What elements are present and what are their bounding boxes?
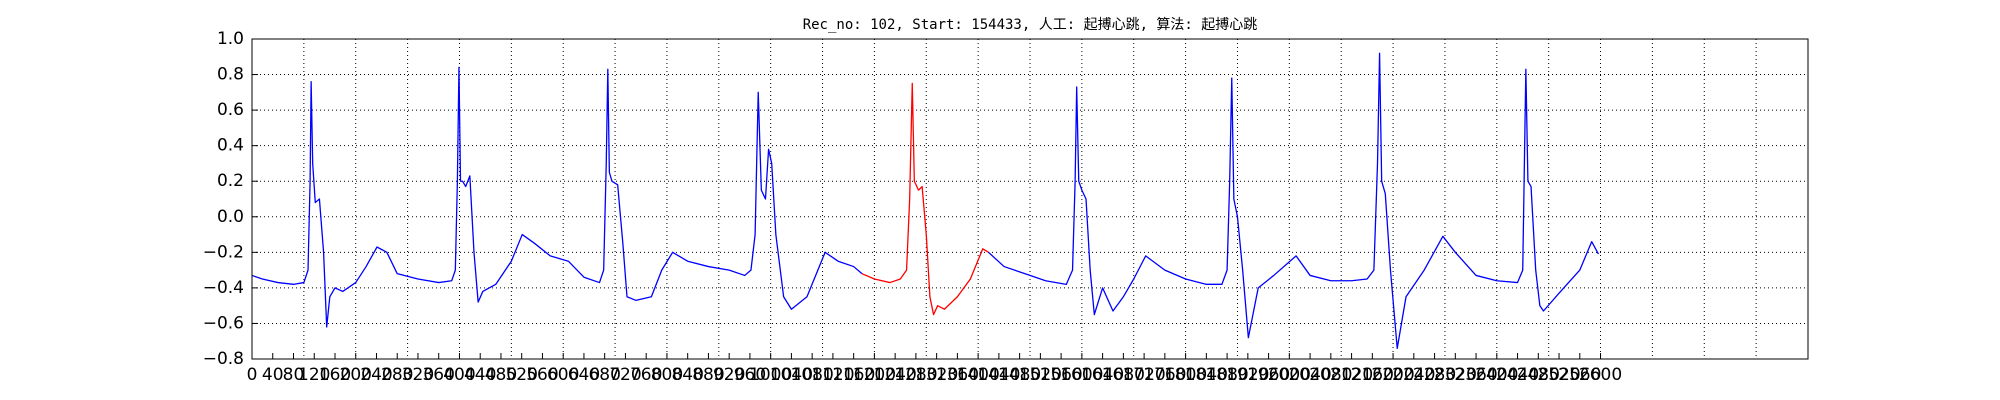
x-tick-label: 2600: [1579, 365, 1622, 385]
signal-line: [988, 52, 1600, 349]
x-tick-label: 240: [360, 365, 392, 385]
signal-line: [861, 82, 989, 316]
x-tick-label: 2440: [1496, 365, 1539, 385]
x-tick-label: 1160: [832, 365, 875, 385]
x-tick-label: 440: [464, 365, 496, 385]
x-tick-label: 2320: [1434, 365, 1477, 385]
x-tick-label: 840: [671, 365, 703, 385]
x-tick-label: 2040: [1288, 365, 1331, 385]
x-tick-label: 1800: [1164, 365, 1207, 385]
x-tick-label: 200: [340, 365, 372, 385]
x-tick-label: 1200: [853, 365, 896, 385]
x-tick-label: 2400: [1475, 365, 1518, 385]
x-tick-label: 1520: [1019, 365, 1062, 385]
x-tick-label: 1240: [874, 365, 917, 385]
x-tick-label: 480: [485, 365, 517, 385]
x-tick-label: 680: [588, 365, 620, 385]
x-tick-label: 640: [568, 365, 600, 385]
x-tick-label: 2240: [1392, 365, 1435, 385]
x-tick-label: 720: [609, 365, 641, 385]
x-tick-label: 1840: [1185, 365, 1228, 385]
x-tick-label: 800: [651, 365, 683, 385]
y-tick-label: 0.8: [217, 65, 244, 85]
y-tick-label: 0.6: [217, 100, 244, 120]
y-tick-label: 0.0: [217, 207, 244, 227]
x-tick-label: 2160: [1351, 365, 1394, 385]
y-tick-label: −0.8: [203, 349, 244, 369]
x-tick-label: 1560: [1039, 365, 1082, 385]
y-tick-label: −0.6: [203, 313, 244, 333]
x-tick-label: 1040: [770, 365, 813, 385]
x-tick-label: 1920: [1226, 365, 1269, 385]
x-tick-label: 2080: [1309, 365, 1352, 385]
y-tick-label: −0.4: [203, 278, 244, 298]
x-tick-label: 880: [692, 365, 724, 385]
x-tick-label: 1440: [977, 365, 1020, 385]
x-tick-label: 1360: [936, 365, 979, 385]
x-tick-label: 1400: [957, 365, 1000, 385]
x-tick-label: 760: [630, 365, 662, 385]
x-tick-label: 1880: [1205, 365, 1248, 385]
x-tick-label: 400: [443, 365, 475, 385]
plot-frame: [251, 38, 1809, 360]
x-tick-label: 1480: [998, 365, 1041, 385]
x-tick-label: 2000: [1268, 365, 1311, 385]
x-tick-label: 1280: [894, 365, 937, 385]
x-tick-label: 160: [319, 365, 351, 385]
x-tick-label: 1080: [791, 365, 834, 385]
x-tick-label: 2560: [1558, 365, 1601, 385]
x-tick-label: 2360: [1454, 365, 1497, 385]
x-tick-label: 1680: [1102, 365, 1145, 385]
x-tick-label: 1760: [1143, 365, 1186, 385]
x-tick-label: 360: [422, 365, 454, 385]
signal-line: [251, 66, 863, 328]
x-tick-label: 280: [381, 365, 413, 385]
x-tick-label: 2280: [1413, 365, 1456, 385]
y-tick-label: 1.0: [217, 29, 244, 49]
x-tick-label: 600: [547, 365, 579, 385]
x-tick-label: 2120: [1330, 365, 1373, 385]
x-tick-label: 2200: [1371, 365, 1414, 385]
y-tick-label: 0.4: [217, 136, 244, 156]
x-tick-label: 80: [283, 365, 305, 385]
x-tick-label: 1720: [1122, 365, 1165, 385]
y-tick-label: 0.2: [217, 171, 244, 191]
x-tick-label: 1120: [811, 365, 854, 385]
x-tick-label: 1960: [1247, 365, 1290, 385]
chart-title: Rec_no: 102, Start: 154433, 人工: 起搏心跳, 算法…: [803, 16, 1258, 33]
x-tick-label: 1600: [1060, 365, 1103, 385]
x-tick-label: 320: [402, 365, 434, 385]
x-tick-label: 920: [713, 365, 745, 385]
x-tick-label: 40: [262, 365, 284, 385]
x-tick-label: 120: [298, 365, 330, 385]
x-tick-label: 0: [247, 365, 258, 385]
x-tick-label: 560: [526, 365, 558, 385]
x-tick-label: 1320: [915, 365, 958, 385]
x-tick-label: 960: [734, 365, 766, 385]
x-tick-label: 2480: [1517, 365, 1560, 385]
y-tick-label: −0.2: [203, 242, 244, 262]
x-tick-label: 1000: [749, 365, 792, 385]
x-tick-label: 2520: [1537, 365, 1580, 385]
x-tick-label: 1640: [1081, 365, 1124, 385]
x-tick-label: 520: [505, 365, 537, 385]
